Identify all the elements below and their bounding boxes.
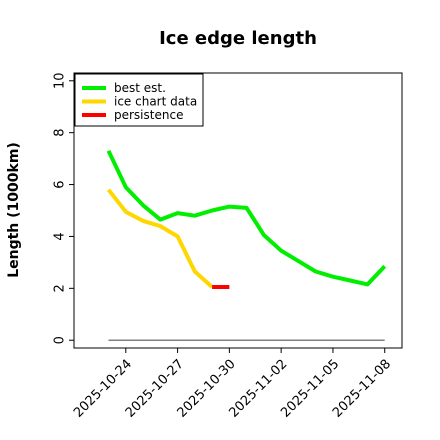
y-axis-label: Length (1000km) bbox=[6, 142, 22, 278]
y-tick-label: 2 bbox=[53, 284, 68, 292]
legend-label: persistence bbox=[114, 108, 183, 122]
y-tick-label: 4 bbox=[53, 232, 68, 240]
y-tick-label: 6 bbox=[53, 180, 68, 188]
y-tick-label: 8 bbox=[53, 129, 68, 137]
legend-label: ice chart data bbox=[114, 95, 197, 109]
chart-title: Ice edge length bbox=[159, 28, 317, 49]
y-tick-label: 10 bbox=[53, 73, 68, 90]
series-line-0 bbox=[106, 149, 387, 287]
y-tick-label: 0 bbox=[53, 336, 68, 344]
legend-label: best est. bbox=[114, 81, 166, 95]
plot-area bbox=[73, 72, 403, 349]
series-line-1 bbox=[106, 188, 214, 289]
x-axis: 2025-10-242025-10-272025-10-302025-11-02… bbox=[71, 348, 394, 421]
y-axis: 0 2 4 6 8 10 bbox=[53, 73, 74, 344]
series-layer bbox=[106, 149, 387, 341]
